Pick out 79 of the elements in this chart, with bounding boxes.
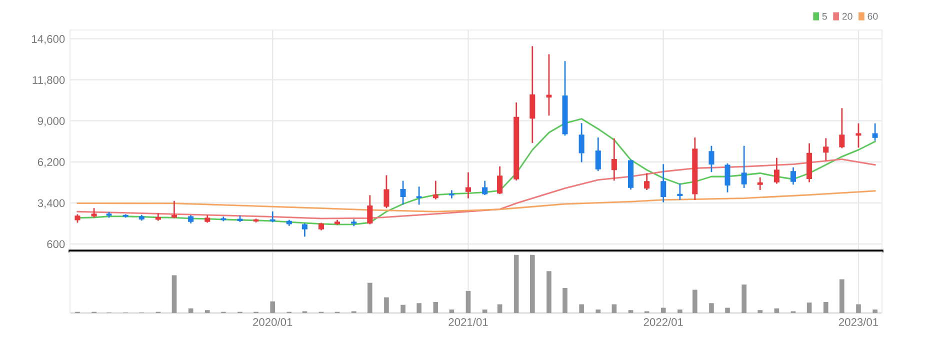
bar [742,284,746,313]
bar [416,303,422,313]
bar [172,275,177,313]
candlestick [741,146,747,188]
y-tick-label: 6,200 [38,158,65,168]
candlestick [367,195,373,224]
bar [709,303,714,313]
x-tick-label: 2020/01 [253,318,292,326]
legend-label: 5 [822,12,827,20]
bar [823,302,828,313]
candlestick [578,123,584,162]
bar [678,310,682,313]
bar [449,310,454,313]
bar [660,308,666,313]
bar [628,310,634,313]
y-tick-label: 11,800 [32,76,65,86]
candlestick [872,123,878,141]
bar [856,304,861,313]
y-tick-label: 3,400 [38,199,65,208]
bar [840,279,844,313]
candlestick [351,219,357,226]
bar [514,254,519,313]
bar [497,304,502,313]
y-tick-label: 14,600 [32,35,65,44]
x-tick-label: 2022/01 [644,318,683,326]
candlestick [708,146,714,172]
candlestick [416,186,422,205]
candlestick [155,213,161,221]
bar [384,297,389,313]
candlestick [482,180,488,195]
bar [612,304,617,313]
bar [872,310,878,313]
candlestick [677,183,683,200]
bar [806,302,812,313]
bar [530,254,535,313]
y-tick-label: 9,000 [38,117,65,126]
candlestick [448,190,454,198]
bar [270,301,276,313]
bar [579,304,584,313]
candlestick [644,173,650,190]
candlestick [790,167,796,185]
bar [596,310,601,313]
bar [466,290,471,313]
candlestick [302,223,308,237]
bar [433,302,438,313]
candlestick [530,46,536,143]
bar [774,308,780,313]
candlestick [757,177,763,190]
legend-label: 20 [842,12,852,20]
candlestick [270,211,276,222]
candlestick [611,138,617,181]
bar [546,271,552,313]
candlestick [465,172,472,198]
candlestick [724,163,730,192]
candlestick [384,175,390,208]
bar [725,308,730,313]
candlestick [839,108,845,148]
candlestick [823,138,829,161]
candlestick [660,164,666,202]
candlestick [497,166,503,194]
candlestick [171,200,177,218]
candlestick [856,123,862,148]
bar [562,288,568,313]
x-tick-label: 2021/01 [448,318,488,326]
candlestick [595,137,601,172]
candlestick [400,180,406,205]
candlestick [774,158,780,184]
bar [188,308,194,313]
candlestick [432,180,438,200]
bar [758,310,763,313]
candlestick [546,54,552,116]
x-tick-label: 2023/01 [838,318,878,326]
y-tick-label: 600 [47,240,65,248]
bar [692,290,698,313]
bar [400,304,406,313]
bar [367,282,372,313]
bar [482,310,488,313]
bar [204,310,210,313]
legend-label: 60 [868,12,878,20]
